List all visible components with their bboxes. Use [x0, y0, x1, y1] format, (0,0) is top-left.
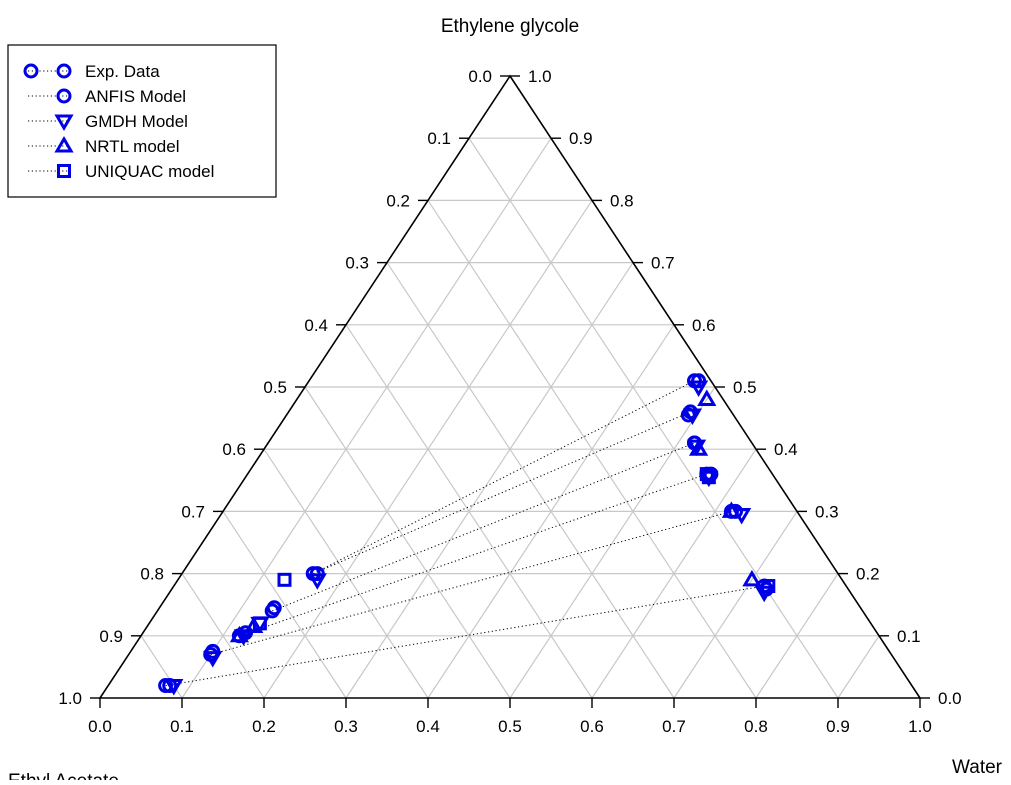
- grid-line-water-6: [591, 448, 757, 699]
- tick-label-right-9: 0.1: [897, 627, 921, 646]
- point-nrtl-model-5: [742, 569, 762, 587]
- legend-label-gmdh-model: GMDH Model: [85, 112, 188, 131]
- tick-label-right-0: 1.0: [528, 67, 552, 86]
- tick-label-left-10: 1.0: [58, 689, 82, 708]
- point-uniquac-model-2: [699, 467, 714, 482]
- tick-label-left-8: 0.8: [140, 565, 164, 584]
- point-uniquac-model-4: [761, 579, 776, 594]
- grid-line-water-3: [345, 262, 634, 699]
- tick-label-bottom-2: 0.2: [252, 717, 276, 736]
- legend-label-exp-data: Exp. Data: [85, 62, 160, 81]
- tick-label-left-0: 0.0: [468, 67, 492, 86]
- tick-label-left-2: 0.2: [386, 191, 410, 210]
- legend-label-nrtl-model: NRTL model: [85, 137, 179, 156]
- tick-label-bottom-3: 0.3: [334, 717, 358, 736]
- tick-label-right-4: 0.6: [692, 316, 716, 335]
- tick-label-right-8: 0.2: [856, 565, 880, 584]
- tick-label-bottom-9: 0.9: [826, 717, 850, 736]
- tick-label-right-1: 0.9: [569, 129, 593, 148]
- tick-label-left-6: 0.6: [222, 440, 246, 459]
- legend-marker-anfis-model: [56, 88, 72, 104]
- legend-label-uniquac-model: UNIQUAC model: [85, 162, 214, 181]
- grid-line-third-6: [263, 448, 429, 699]
- tie-line-4: [313, 411, 691, 575]
- tick-label-left-1: 0.1: [427, 129, 451, 148]
- point-anfis-model-3: [266, 600, 282, 616]
- tick-label-right-5: 0.5: [733, 378, 757, 397]
- point-gmdh-model-6: [682, 408, 703, 425]
- tie-line-5: [312, 380, 695, 575]
- tick-label-right-3: 0.7: [651, 254, 675, 273]
- point-nrtl-model-2: [697, 389, 717, 406]
- point-gmdh-model-4: [307, 573, 327, 590]
- point-nrtl-model-0: [229, 625, 250, 643]
- legend-marker-gmdh-model: [54, 114, 74, 131]
- tick-label-right-6: 0.4: [774, 440, 798, 459]
- tick-labels: 0.0 0.0 1.0 0.1 0.1 0.9 0.2 0.2 0.8 0.3 0.3 0.7 0.4 0…: [58, 67, 961, 736]
- point-gmdh-model-2: [233, 629, 254, 646]
- tie-line-3: [272, 442, 695, 612]
- tick-label-left-7: 0.7: [181, 502, 205, 521]
- grid-line-third-8: [181, 573, 265, 699]
- grid-line-third-5: [304, 386, 511, 699]
- grid-line-third-7: [222, 511, 347, 699]
- point-nrtl-model-4: [721, 501, 742, 518]
- tie-line-1: [210, 510, 732, 655]
- tick-label-bottom-10: 1.0: [908, 717, 932, 736]
- legend-box: [7, 44, 277, 198]
- tick-label-left-4: 0.4: [304, 316, 328, 335]
- tick-label-bottom-0: 0.0: [88, 717, 112, 736]
- grid: [140, 137, 880, 699]
- grid-line-water-7: [673, 511, 798, 699]
- data-markers: [158, 373, 776, 696]
- point-uniquac-model-0: [277, 572, 292, 587]
- grid-line-water-1: [181, 137, 552, 699]
- legend-marker-nrtl-model: [54, 136, 74, 153]
- tick-label-bottom-6: 0.6: [580, 717, 604, 736]
- axis-label-right: Water: [952, 757, 1003, 778]
- point-gmdh-model-0: [164, 679, 184, 696]
- legend: Exp. Data ANFIS Model GMDH Model NRTL model…: [7, 44, 277, 198]
- tie-line-2: [239, 473, 707, 637]
- legend-label-anfis-model: ANFIS Model: [85, 87, 186, 106]
- point-gmdh-model-5: [688, 380, 709, 397]
- tick-marks: [90, 75, 930, 708]
- point-gmdh-model-1: [203, 651, 223, 668]
- tick-label-left-9: 0.9: [99, 627, 123, 646]
- legend-items: Exp. Data ANFIS Model GMDH Model NRTL model…: [23, 62, 214, 181]
- tick-label-right-2: 0.8: [610, 191, 634, 210]
- point-nrtl-model-3: [688, 439, 709, 456]
- axis-label-bottom-left: Ethyl Acetate: [8, 771, 119, 780]
- tick-label-bottom-7: 0.7: [662, 717, 686, 736]
- point-nrtl-model-1: [244, 616, 264, 633]
- axis-label-top: Ethylene glycole: [441, 16, 579, 37]
- point-uniquac-model-3: [701, 470, 716, 485]
- legend-marker-left-exp-data: [23, 63, 39, 79]
- tick-label-bottom-1: 0.1: [170, 717, 194, 736]
- tick-label-right-7: 0.3: [815, 502, 839, 521]
- legend-marker-exp-data: [56, 63, 72, 79]
- tick-label-bottom-5: 0.5: [498, 717, 522, 736]
- tick-label-bottom-8: 0.8: [744, 717, 768, 736]
- grid-line-third-1: [468, 137, 839, 699]
- grid-line-water-8: [755, 573, 839, 699]
- tick-label-left-3: 0.3: [345, 254, 369, 273]
- tick-label-left-5: 0.5: [263, 378, 287, 397]
- grid-line-water-9: [837, 635, 880, 699]
- tick-label-bottom-4: 0.4: [416, 717, 440, 736]
- legend-marker-uniquac-model: [57, 164, 71, 178]
- point-uniquac-model-1: [252, 616, 267, 631]
- grid-line-water-5: [509, 386, 716, 699]
- tie-line-0: [165, 585, 765, 687]
- tie-lines: [165, 380, 765, 687]
- tick-label-right-10: 0.0: [938, 689, 962, 708]
